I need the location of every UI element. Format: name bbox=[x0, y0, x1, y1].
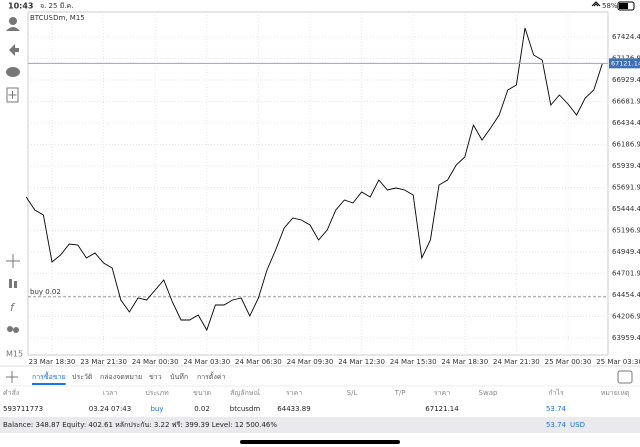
tab[interactable]: การซื้อขาย bbox=[32, 370, 66, 381]
tab[interactable]: การตั้งค่า bbox=[197, 370, 226, 381]
y-tick-label: 65939.40 bbox=[612, 162, 640, 170]
x-tick-label: 24 Mar 09:30 bbox=[287, 358, 334, 366]
table-header: ราคา bbox=[286, 389, 302, 397]
table-cell: buy bbox=[150, 405, 163, 413]
x-tick-label: 24 Mar 18:30 bbox=[441, 358, 488, 366]
x-tick-label: 24 Mar 21:30 bbox=[493, 358, 540, 366]
y-tick-label: 66434.40 bbox=[612, 119, 640, 127]
y-tick-label: 66929.40 bbox=[612, 76, 640, 84]
objects-icon[interactable] bbox=[13, 327, 19, 333]
footer-profit: 53.74 bbox=[546, 421, 567, 429]
table-cell: 67121.14 bbox=[425, 405, 459, 413]
candles-icon[interactable] bbox=[14, 281, 17, 288]
expand-icon[interactable] bbox=[617, 370, 633, 384]
objects-icon[interactable] bbox=[7, 326, 13, 332]
x-tick-label: 24 Mar 00:30 bbox=[132, 358, 179, 366]
table-header: Swap bbox=[479, 389, 498, 397]
y-tick-label: 65691.90 bbox=[612, 184, 640, 192]
y-tick-label: 64454.40 bbox=[612, 291, 640, 299]
chart-title: BTCUSDm, M15 bbox=[30, 14, 85, 22]
order-line-label: buy 0.02 bbox=[30, 288, 61, 296]
current-price-label: 67121.14 bbox=[611, 59, 640, 67]
table-header: S/L bbox=[347, 389, 358, 397]
x-tick-label: 24 Mar 12:30 bbox=[338, 358, 385, 366]
table-header: T/P bbox=[394, 389, 406, 397]
table-header: ประเภท bbox=[145, 389, 169, 397]
x-tick-label: 23 Mar 18:30 bbox=[29, 358, 76, 366]
status-date: จ. 25 มี.ค. bbox=[40, 2, 73, 10]
table-cell: 0.02 bbox=[194, 405, 210, 413]
table-cell: 64433.89 bbox=[277, 405, 310, 413]
y-tick-label: 67424.40 bbox=[612, 33, 640, 41]
footer-summary: Balance: 348.87 Equity: 402.61 หลักประกั… bbox=[3, 421, 277, 429]
tab[interactable]: ข่าว bbox=[149, 373, 162, 381]
y-tick-label: 64949.40 bbox=[612, 248, 640, 256]
footer-currency: USD bbox=[570, 421, 585, 429]
current-price-box bbox=[609, 58, 640, 69]
y-tick-label: 66681.90 bbox=[612, 98, 640, 106]
y-tick-label: 65444.40 bbox=[612, 205, 640, 213]
tab[interactable]: ประวัติ bbox=[72, 373, 93, 381]
tab[interactable]: กล่องจดหมาย bbox=[100, 373, 142, 381]
table-header: เวลา bbox=[103, 389, 118, 397]
account-icon[interactable] bbox=[9, 17, 17, 25]
y-tick-label: 64701.90 bbox=[612, 270, 640, 278]
table-header: สัญลักษณ์ bbox=[230, 389, 260, 397]
y-tick-label: 64206.90 bbox=[612, 313, 640, 321]
chat-icon[interactable] bbox=[6, 67, 20, 77]
x-tick-label: 25 Mar 00:30 bbox=[545, 358, 592, 366]
table-cell: btcusdm bbox=[230, 405, 261, 413]
x-tick-label: 24 Mar 15:30 bbox=[390, 358, 437, 366]
home-indicator bbox=[240, 440, 400, 444]
price-line bbox=[25, 27, 603, 332]
y-tick-label: 66186.90 bbox=[612, 141, 640, 149]
add-button[interactable] bbox=[6, 371, 18, 383]
table-cell: 53.74 bbox=[546, 405, 567, 413]
table-header: ขนาด bbox=[193, 389, 211, 397]
add-icon[interactable] bbox=[8, 91, 17, 99]
status-battery: 58% bbox=[602, 2, 618, 10]
trade-icon[interactable] bbox=[9, 44, 19, 56]
candles-icon[interactable] bbox=[9, 279, 12, 288]
battery-icon bbox=[617, 1, 635, 11]
footer-bar bbox=[0, 417, 640, 433]
table-header: กำไร bbox=[548, 388, 564, 397]
y-tick-label: 63959.40 bbox=[612, 334, 640, 342]
y-tick-label: 65196.90 bbox=[612, 227, 640, 235]
add-icon[interactable] bbox=[6, 87, 19, 103]
table-cell: 03.24 07:43 bbox=[89, 405, 131, 413]
status-time: 10:43 bbox=[8, 2, 33, 11]
indicator-icon[interactable]: f bbox=[10, 301, 16, 314]
table-header: ราคา bbox=[434, 389, 450, 397]
tab[interactable]: บันทึก bbox=[170, 372, 188, 381]
account-icon[interactable] bbox=[6, 27, 20, 31]
left-toolbar: f bbox=[6, 17, 20, 333]
battery-level bbox=[619, 3, 628, 9]
x-tick-label: 24 Mar 06:30 bbox=[235, 358, 282, 366]
timeframe[interactable]: M15 bbox=[6, 350, 23, 359]
table-cell: 593711773 bbox=[3, 405, 43, 413]
table-header: หมายเหตุ bbox=[601, 389, 630, 397]
x-tick-label: 25 Mar 03:30 bbox=[596, 358, 640, 366]
wifi-icon bbox=[591, 1, 601, 7]
crosshair-icon[interactable] bbox=[6, 254, 20, 268]
x-tick-label: 23 Mar 21:30 bbox=[80, 358, 127, 366]
x-tick-label: 24 Mar 03:30 bbox=[183, 358, 230, 366]
table-header: คำสั่ง bbox=[3, 388, 19, 397]
